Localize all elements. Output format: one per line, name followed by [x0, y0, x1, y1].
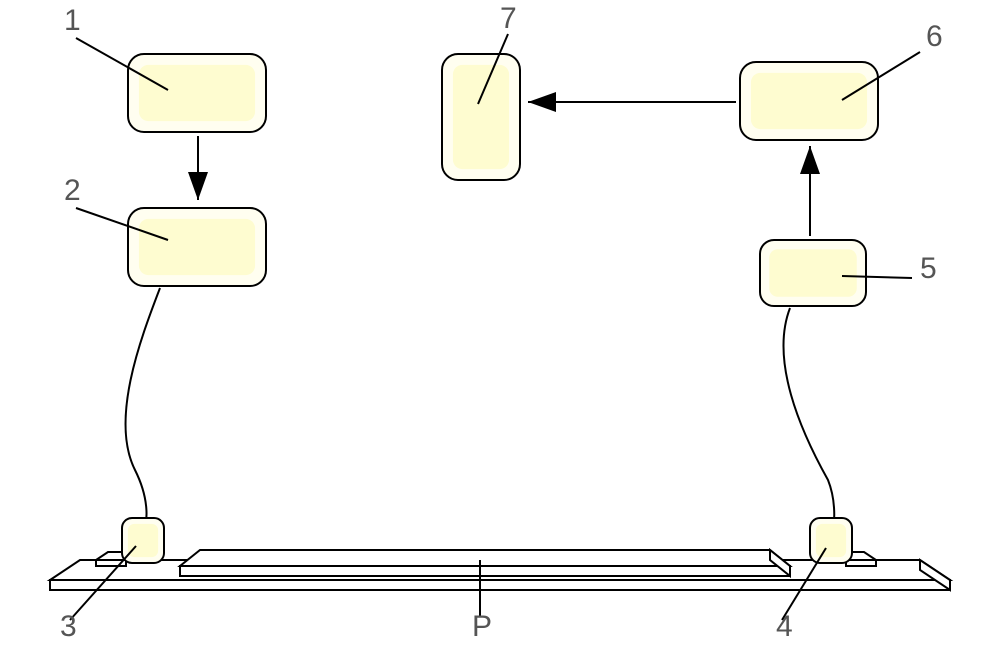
board-front-edge — [50, 580, 950, 590]
nodes — [122, 54, 878, 563]
node-box5 — [760, 240, 866, 306]
node-box7-inner — [453, 65, 509, 169]
wire-box5-box4 — [784, 308, 835, 520]
plate-top-face — [180, 550, 790, 566]
label-box5: 5 — [920, 252, 937, 285]
label-box6: 6 — [926, 20, 943, 53]
node-box6-inner — [751, 73, 867, 129]
diagram-canvas: 1 2 7 6 5 3 4 P — [0, 0, 1000, 669]
node-box4-inner — [816, 524, 846, 557]
label-box3: 3 — [60, 610, 77, 643]
node-box3-inner — [128, 524, 158, 557]
node-box7 — [442, 54, 520, 180]
node-box4 — [810, 518, 852, 563]
node-box3 — [122, 518, 164, 563]
node-box1 — [128, 54, 266, 132]
node-box2 — [128, 208, 266, 286]
label-box2: 2 — [64, 174, 81, 207]
wires — [125, 288, 834, 520]
plate-front-edge — [180, 566, 790, 576]
node-box6 — [740, 62, 878, 140]
node-box1-inner — [139, 65, 255, 121]
node-box2-inner — [139, 219, 255, 275]
label-box4: 4 — [776, 610, 793, 643]
label-box1: 1 — [64, 4, 81, 37]
label-P: P — [472, 610, 492, 643]
ledge-right-front — [846, 560, 876, 566]
label-box7: 7 — [500, 2, 517, 35]
node-box5-inner — [769, 249, 857, 297]
wire-box2-box3 — [125, 288, 160, 520]
